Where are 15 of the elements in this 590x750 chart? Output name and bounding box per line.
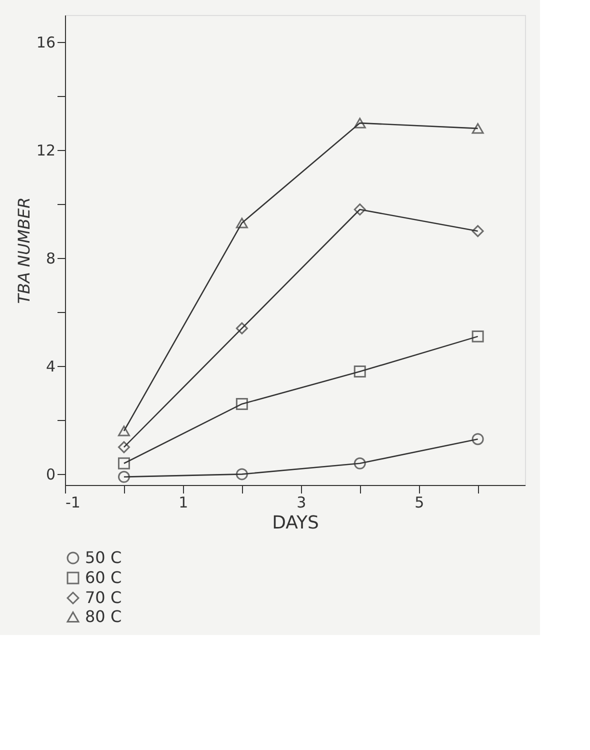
y-tick-label: 12 (36, 142, 56, 160)
legend-label: 50 C (85, 548, 122, 567)
y-tick-label: 0 (46, 466, 56, 484)
x-tick-label: -1 (66, 494, 80, 512)
x-tick-label: 5 (414, 494, 424, 512)
legend-label: 70 C (85, 588, 122, 607)
x-tick-label: 1 (178, 494, 188, 512)
y-tick-label: 8 (46, 250, 56, 268)
y-axis-title: TBA NUMBER (14, 197, 34, 304)
x-tick-label: 3 (296, 494, 306, 512)
y-tick-label: 4 (46, 358, 56, 376)
y-tick-label: 16 (36, 34, 56, 52)
legend-label: 80 C (85, 607, 122, 626)
legend-label: 60 C (85, 568, 122, 587)
x-axis-title: DAYS (272, 512, 319, 534)
